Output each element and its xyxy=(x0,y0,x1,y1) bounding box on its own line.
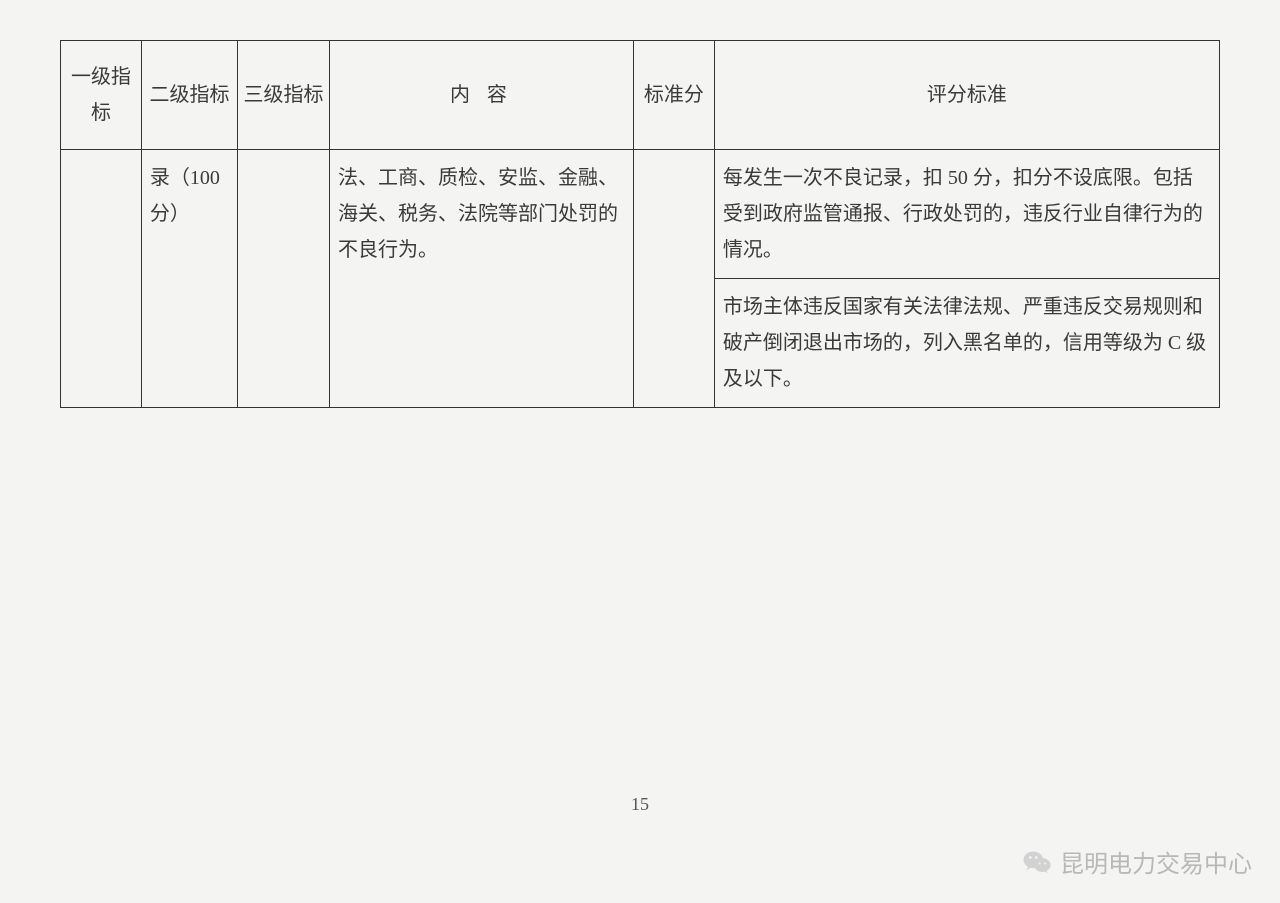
cell-level3 xyxy=(238,150,330,408)
document-page: 一级指标 二级指标 三级指标 内 容 标准分 评分标准 录（100 分） 法、工… xyxy=(60,40,1220,408)
header-criteria: 评分标准 xyxy=(714,41,1219,150)
cell-criteria-1: 每发生一次不良记录，扣 50 分，扣分不设底限。包括受到政府监管通报、行政处罚的… xyxy=(714,150,1219,279)
page-number: 15 xyxy=(0,794,1280,815)
cell-level1 xyxy=(61,150,142,408)
header-level3: 三级指标 xyxy=(238,41,330,150)
cell-score xyxy=(633,150,714,408)
header-level2: 二级指标 xyxy=(141,41,237,150)
cell-level2: 录（100 分） xyxy=(141,150,237,408)
table-header-row: 一级指标 二级指标 三级指标 内 容 标准分 评分标准 xyxy=(61,41,1220,150)
evaluation-table: 一级指标 二级指标 三级指标 内 容 标准分 评分标准 录（100 分） 法、工… xyxy=(60,40,1220,408)
cell-criteria-2: 市场主体违反国家有关法律法规、严重违反交易规则和破产倒闭退出市场的，列入黑名单的… xyxy=(714,279,1219,408)
watermark-text: 昆明电力交易中心 xyxy=(1060,844,1252,879)
header-standard-score: 标准分 xyxy=(633,41,714,150)
table-row: 录（100 分） 法、工商、质检、安监、金融、海关、税务、法院等部门处罚的不良行… xyxy=(61,150,1220,279)
header-level1: 一级指标 xyxy=(61,41,142,150)
wechat-icon xyxy=(1022,847,1052,877)
header-content: 内 容 xyxy=(329,41,633,150)
cell-content: 法、工商、质检、安监、金融、海关、税务、法院等部门处罚的不良行为。 xyxy=(329,150,633,408)
watermark: 昆明电力交易中心 xyxy=(1022,844,1252,879)
